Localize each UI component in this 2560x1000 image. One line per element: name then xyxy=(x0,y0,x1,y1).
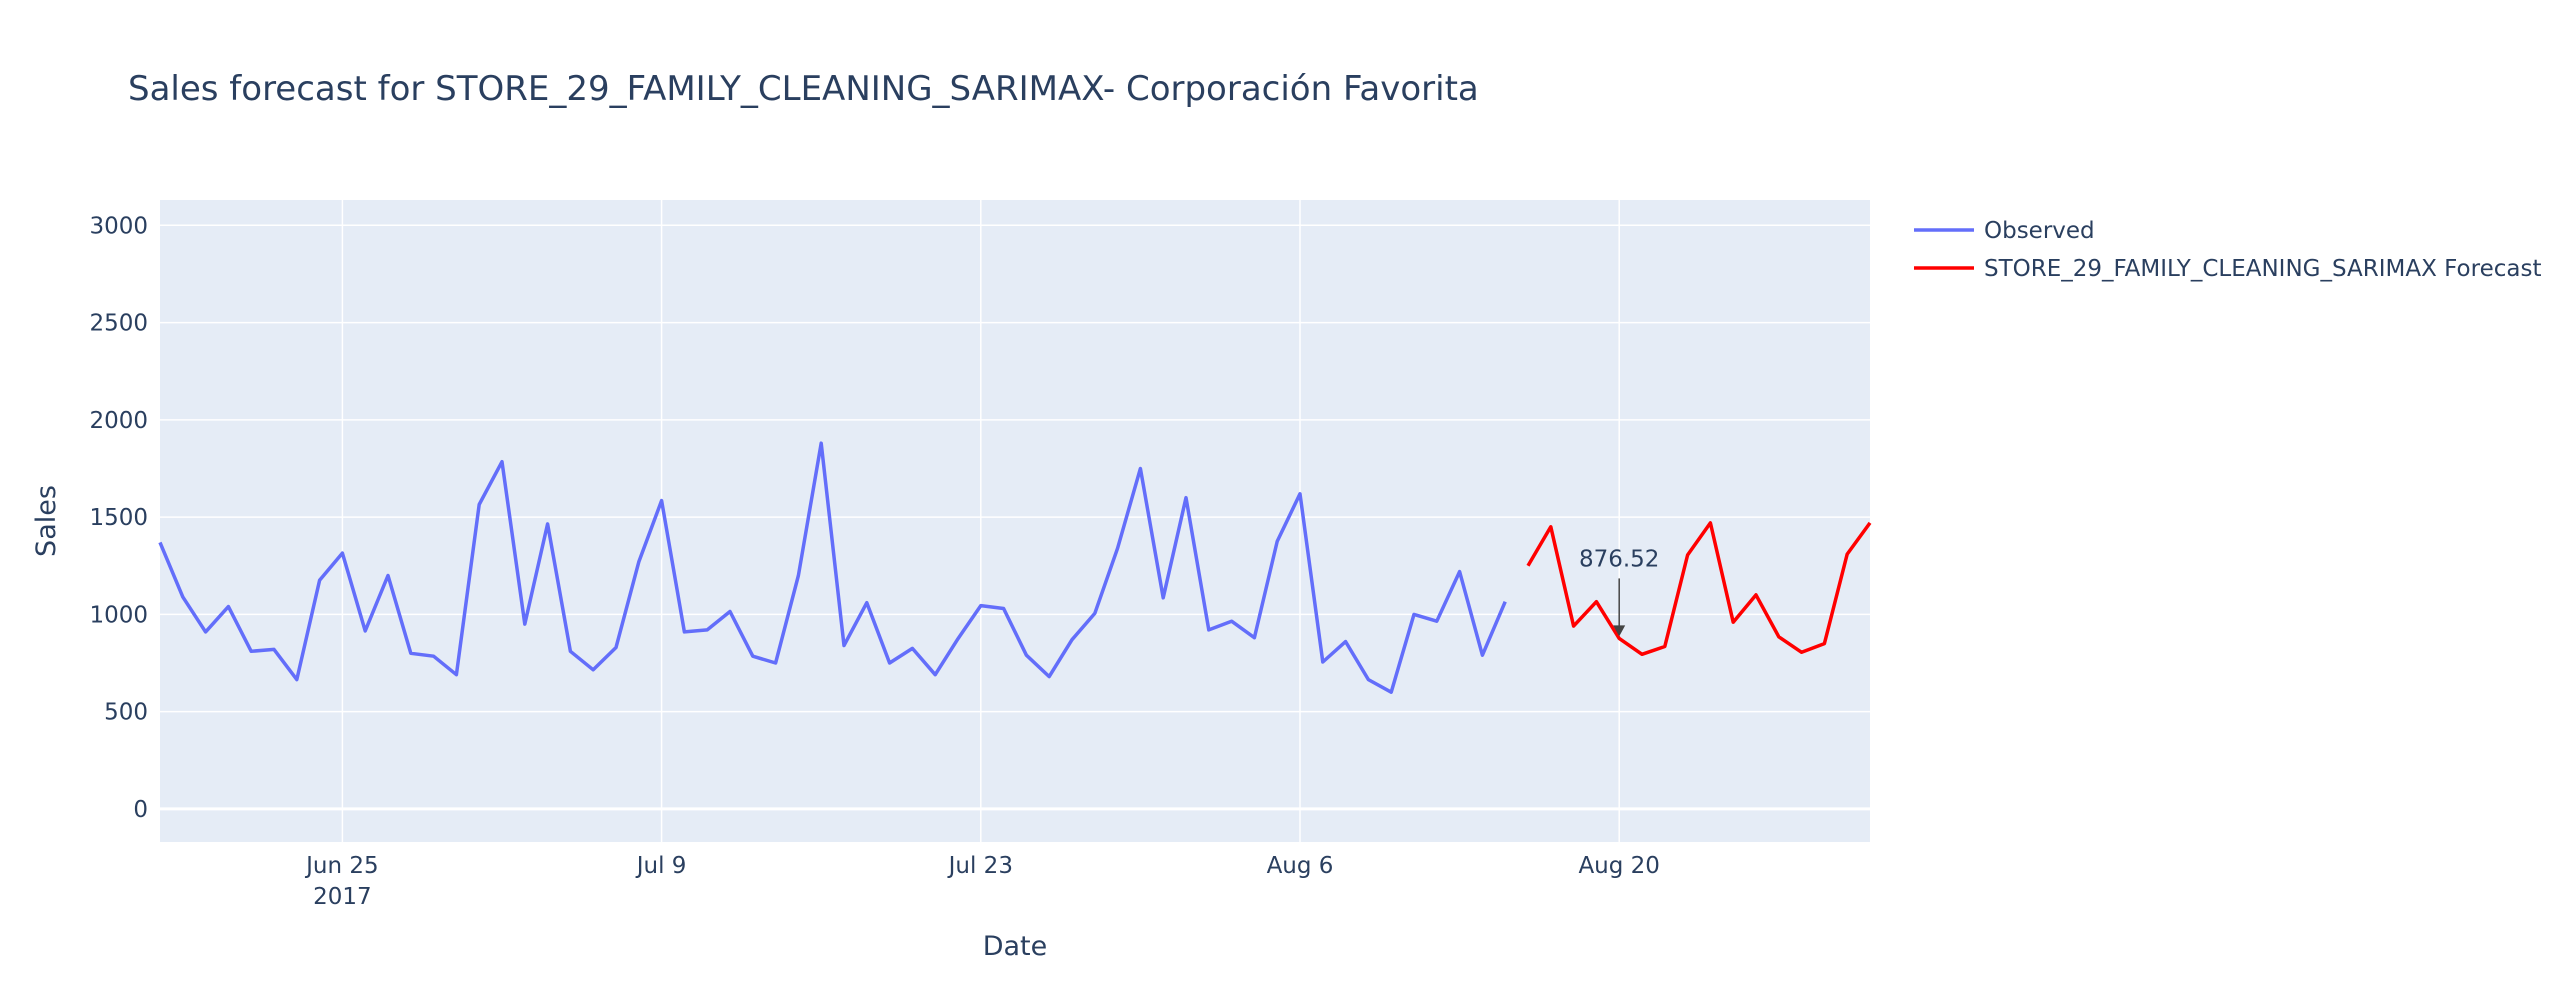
axis-ticks: 0 500 1000 1500 2000 2500 3000 Jun 25 2017 Jul 9 J… xyxy=(89,213,1659,910)
y-tick-label: 500 xyxy=(104,700,148,726)
legend[interactable]: Observed STORE_29_FAMILY_CLEANING_SARIMAX… xyxy=(1914,218,2541,282)
x-tick-label: Aug 20 xyxy=(1578,853,1660,879)
y-tick-label: 1000 xyxy=(89,602,148,628)
annotation-arrowhead xyxy=(1613,625,1626,637)
x-tick-label: Jul 23 xyxy=(947,853,1013,879)
y-tick-label: 3000 xyxy=(89,213,148,239)
annotation-label: 876.52 xyxy=(1579,546,1659,572)
series-lines[interactable] xyxy=(158,441,1872,694)
y-tick-label: 1500 xyxy=(89,505,148,531)
legend-label: Observed xyxy=(1984,218,2095,244)
x-tick-label: Jun 25 xyxy=(304,853,379,879)
series-line-forecast[interactable] xyxy=(1526,521,1872,657)
y-tick-label: 2000 xyxy=(89,408,148,434)
gridlines xyxy=(160,200,1870,842)
series-line-observed[interactable] xyxy=(158,441,1507,694)
y-tick-label: 0 xyxy=(133,797,148,823)
x-tick-label: Aug 6 xyxy=(1267,853,1334,879)
x-tick-sublabel: 2017 xyxy=(313,884,372,910)
plot-area[interactable] xyxy=(160,200,1870,842)
x-tick-label: Jul 9 xyxy=(635,853,687,879)
chart-title: Sales forecast for STORE_29_FAMILY_CLEAN… xyxy=(128,69,1479,109)
annotations: 876.52 xyxy=(1579,546,1659,637)
y-axis-title: Sales xyxy=(31,485,62,557)
y-tick-label: 2500 xyxy=(89,311,148,337)
legend-label: STORE_29_FAMILY_CLEANING_SARIMAX Forecas… xyxy=(1984,256,2541,282)
x-axis-title: Date xyxy=(983,931,1048,962)
